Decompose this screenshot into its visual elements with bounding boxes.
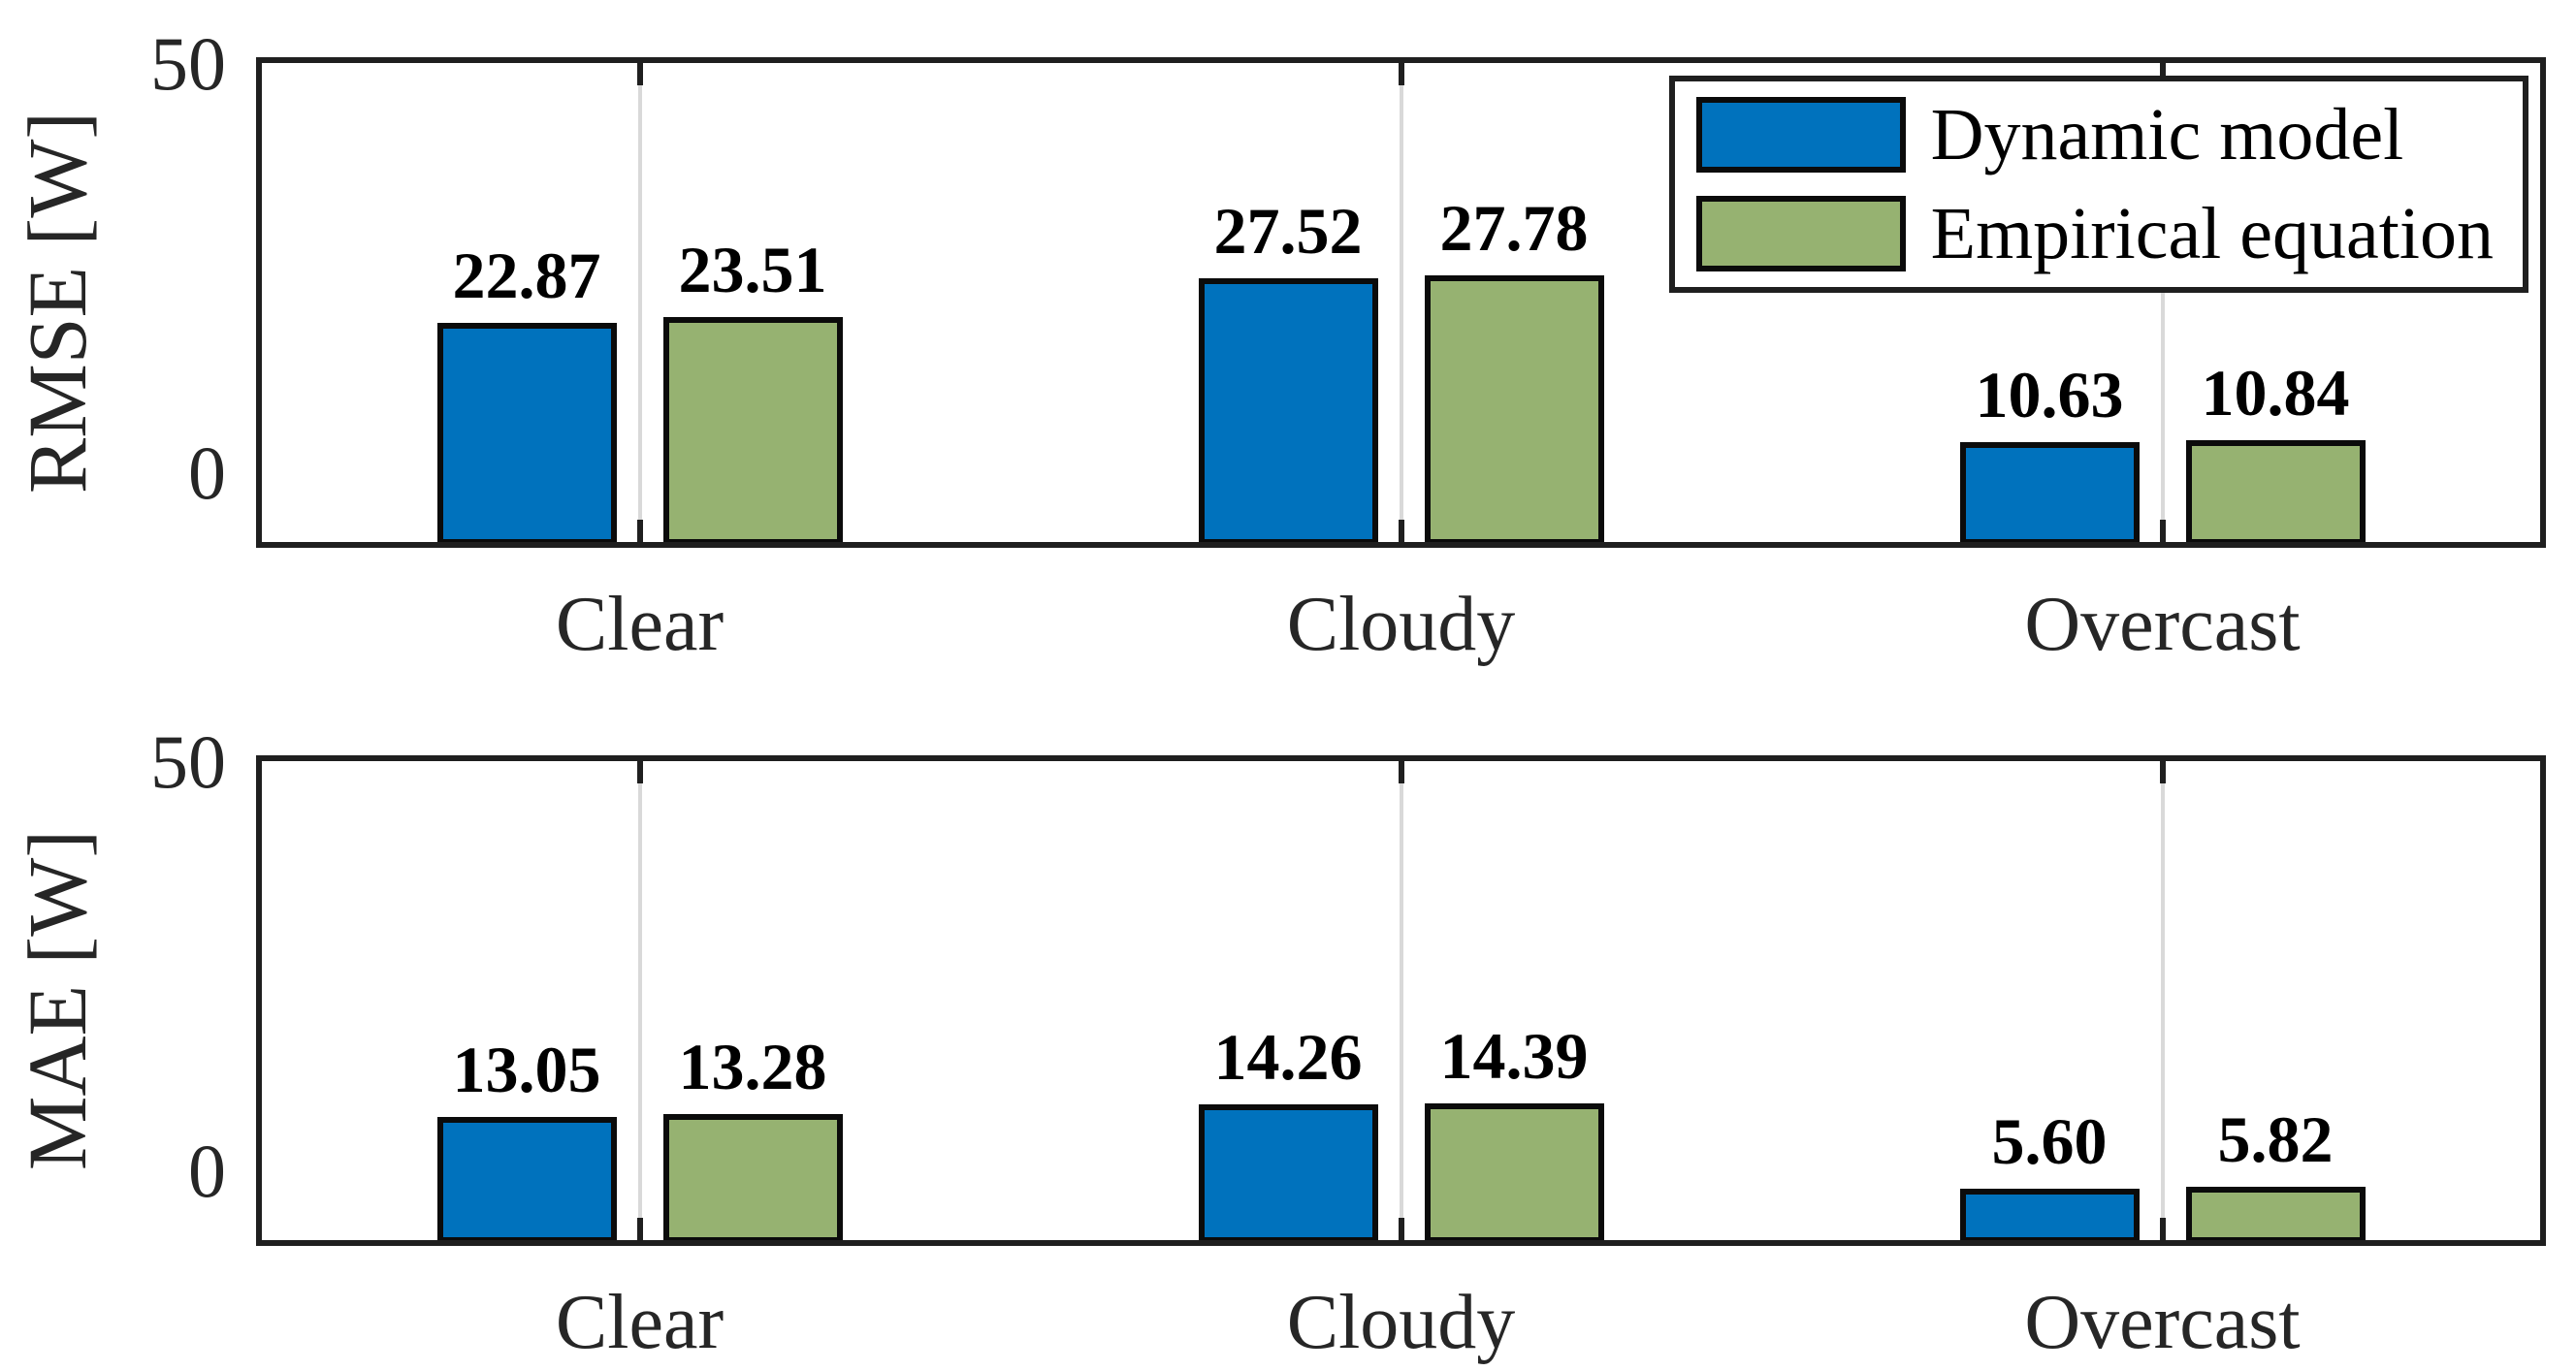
bar-dynamic-model [436,1116,617,1243]
gridline [1399,60,1403,545]
x-tick-mark-bottom [1398,1218,1404,1243]
legend-label: Dynamic model [1930,94,2404,175]
x-tick-mark-bottom [636,1218,643,1243]
rmse-y-tick-min: 0 [188,430,226,515]
bar-empirical-equation [1424,1103,1604,1243]
category-label-cloudy: Cloudy [1286,1280,1516,1365]
bar-empirical-equation [1424,275,1604,545]
bar-dynamic-model [1959,1189,2140,1243]
gridline [637,758,642,1243]
legend-item-dynamic-model: Dynamic model [1695,94,2494,175]
category-label-overcast: Overcast [2024,1280,2301,1365]
bar-value-label: 23.51 [678,232,827,306]
bar-value-label: 5.82 [2217,1101,2334,1176]
x-tick-mark-bottom [2159,520,2166,545]
mae-panel: MAE [W] 50 0 13.05 13.28 14.26 [11,723,2546,1361]
bar-slot: 5.60 [1959,758,2140,1243]
rmse-category-labels: Clear Cloudy Overcast [259,545,2543,663]
bar-value-label: 10.63 [1975,357,2124,431]
bar-dynamic-model [1198,1104,1378,1243]
legend-swatch-dynamic-model [1695,97,1906,173]
mae-group-cloudy: 14.26 14.39 [1020,758,1782,1243]
mae-plot-area: 13.05 13.28 14.26 14.39 [256,755,2546,1246]
x-tick-mark-top [636,60,643,85]
rmse-group-clear: 22.87 23.51 [259,60,1020,545]
x-tick-mark-bottom [1398,520,1404,545]
bar-slot: 14.26 [1198,758,1378,1243]
rmse-y-axis-label-text: RMSE [W] [11,111,104,494]
category-label-cloudy: Cloudy [1286,582,1516,667]
x-tick-mark-top [636,758,643,783]
mae-y-tick-max: 50 [150,718,226,804]
legend-swatch-empirical-equation [1695,196,1906,271]
bar-slot: 23.51 [662,60,843,545]
bar-slot: 14.39 [1424,758,1604,1243]
bar-dynamic-model [1959,441,2140,545]
bar-value-label: 10.84 [2201,355,2350,430]
mae-y-tick-min: 0 [188,1128,226,1213]
x-tick-mark-top [1398,758,1404,783]
bar-empirical-equation [662,316,843,545]
bar-empirical-equation [2185,439,2366,545]
mae-y-axis-label-text: MAE [W] [11,830,104,1171]
bar-slot: 10.84 [2185,60,2366,545]
gridline [637,60,642,545]
category-label-overcast: Overcast [2024,582,2301,667]
rmse-panel: RMSE [W] 50 0 22.87 23.51 27.52 [11,25,2546,663]
bar-value-label: 14.26 [1213,1020,1363,1095]
rmse-plot-area: 22.87 23.51 27.52 27.78 [256,57,2546,548]
x-tick-mark-bottom [636,520,643,545]
bar-slot: 27.52 [1198,60,1378,545]
bar-dynamic-model [1198,277,1378,545]
bar-empirical-equation [2185,1186,2366,1243]
bar-slot: 5.82 [2185,758,2366,1243]
bar-value-label: 27.52 [1213,193,1363,268]
bar-value-label: 5.60 [1991,1104,2108,1178]
bar-value-label: 13.05 [452,1032,601,1106]
bar-dynamic-model [436,323,617,545]
mae-group-clear: 13.05 13.28 [259,758,1020,1243]
mae-group-overcast: 5.60 5.82 [1782,758,2543,1243]
gridline [1399,758,1403,1243]
bar-value-label: 14.39 [1439,1019,1589,1094]
legend-item-empirical-equation: Empirical equation [1695,193,2494,274]
category-label-clear: Clear [555,582,724,667]
bar-value-label: 27.78 [1439,191,1589,266]
bar-empirical-equation [662,1114,843,1243]
bar-slot: 22.87 [436,60,617,545]
bar-slot: 10.63 [1959,60,2140,545]
rmse-group-overcast: 10.63 10.84 [1782,60,2543,545]
bar-value-label: 13.28 [678,1030,827,1104]
legend: Dynamic model Empirical equation [1668,76,2528,293]
bar-slot: 13.05 [436,758,617,1243]
mae-y-axis-label: MAE [W] [3,758,112,1243]
mae-category-labels: Clear Cloudy Overcast [259,1243,2543,1361]
bar-slot: 27.78 [1424,60,1604,545]
x-tick-mark-top [1398,60,1404,85]
category-label-clear: Clear [555,1280,724,1365]
x-tick-mark-bottom [2159,1218,2166,1243]
legend-label: Empirical equation [1930,193,2494,274]
rmse-y-axis-label: RMSE [W] [3,60,112,545]
bar-slot: 13.28 [662,758,843,1243]
gridline [2160,60,2165,545]
rmse-group-cloudy: 27.52 27.78 [1020,60,1782,545]
rmse-y-tick-max: 50 [150,20,226,106]
bar-value-label: 22.87 [452,239,601,313]
x-tick-mark-top [2159,758,2166,783]
x-tick-mark-top [2159,60,2166,85]
gridline [2160,758,2165,1243]
